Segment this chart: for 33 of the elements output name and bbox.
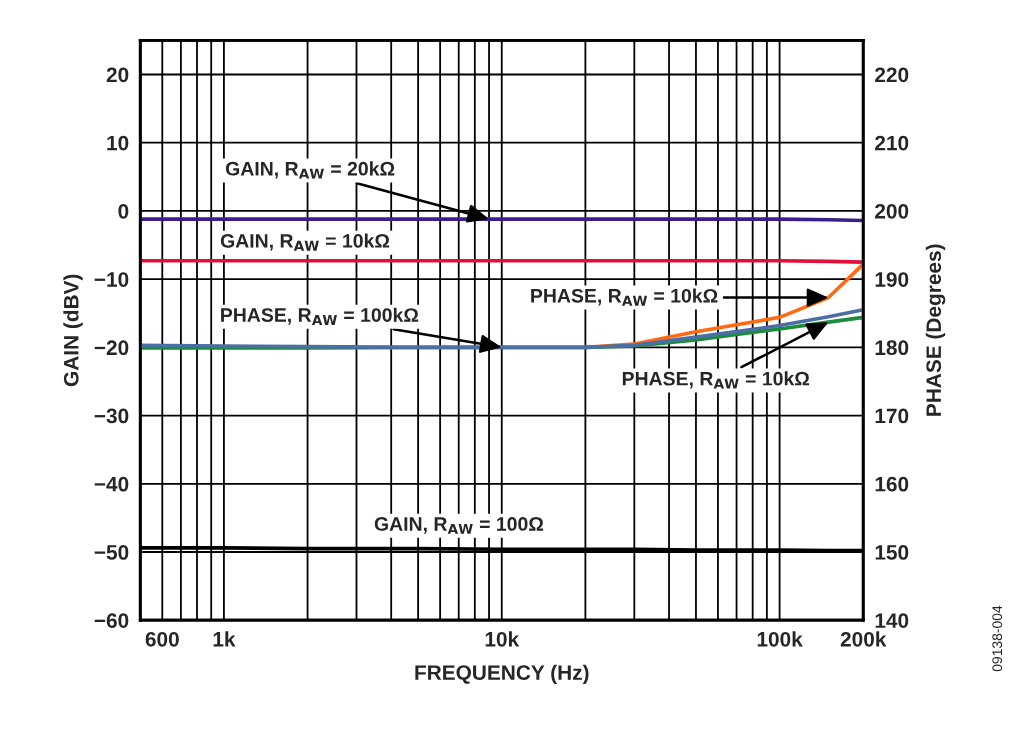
y-tick-label: −20 (94, 340, 129, 356)
y2-tick-label: 220 (875, 67, 909, 83)
annotation: PHASE, R$_{AW}$ = 10kΩ (622, 371, 810, 389)
y2-tick-label: 140 (875, 613, 909, 628)
y2-tick-label: 210 (875, 135, 909, 151)
annotation: GAIN, R$_{AW}$ = 10kΩ (220, 233, 390, 251)
y2-tick-label: 170 (875, 408, 909, 424)
y-tick-label: −30 (94, 408, 129, 424)
annotation: PHASE, R$_{AW}$ = 100kΩ (221, 307, 419, 325)
y-tick-label: −60 (94, 613, 129, 628)
y-tick-label: 20 (106, 67, 129, 83)
y2-tick-label: 160 (875, 476, 909, 492)
y-tick-label: −10 (94, 272, 129, 287)
y-axis-title: GAIN (dBV) (63, 274, 83, 387)
y-tick-label: 0 (118, 203, 129, 219)
x-tick-label: 1k (213, 631, 236, 647)
y2-tick-label: 200 (875, 203, 909, 219)
y2-axis-title: PHASE (Degrees) (925, 244, 946, 416)
text: 09138-004 (992, 605, 1003, 672)
x-axis-title: FREQUENCY (Hz) (415, 664, 589, 685)
y-tick-label: −50 (94, 545, 129, 560)
y2-tick-label: 180 (875, 340, 909, 356)
y2-tick-label: 190 (875, 272, 909, 287)
y-tick-label: 10 (107, 135, 129, 151)
x-tick-label: 100k (757, 631, 803, 647)
y2-tick-label: 150 (875, 545, 909, 560)
annotation: GAIN, R$_{AW}$ = 100Ω (374, 517, 544, 534)
annotation: PHASE, R$_{AW}$ = 10kΩ (531, 288, 718, 306)
x-tick-label: 10k (485, 631, 520, 647)
x-tick-label: 600 (145, 631, 179, 647)
annotation: GAIN, R$_{AW}$ = 20kΩ (225, 161, 395, 179)
y-tick-label: −40 (94, 476, 129, 492)
x-tick-label: 200k (840, 631, 887, 647)
